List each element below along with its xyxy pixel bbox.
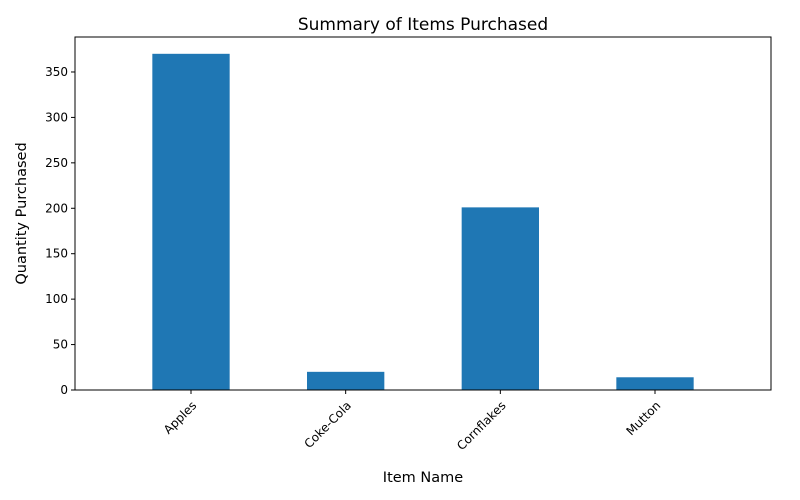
bar-apples bbox=[152, 53, 230, 391]
bars-group bbox=[152, 53, 694, 391]
y-tick-label: 300 bbox=[45, 110, 68, 124]
y-tick-label: 100 bbox=[45, 292, 68, 306]
bar-coke-cola bbox=[307, 371, 385, 390]
bar-cornflakes bbox=[461, 207, 539, 390]
y-tick-label: 200 bbox=[45, 201, 68, 215]
y-tick-label: 350 bbox=[45, 65, 68, 79]
x-axis-label: Item Name bbox=[383, 470, 463, 486]
y-tick-label: 150 bbox=[45, 247, 68, 261]
chart-title: Summary of Items Purchased bbox=[298, 15, 548, 35]
y-axis-label: Quantity Purchased bbox=[14, 142, 30, 284]
bar-mutton bbox=[616, 377, 694, 390]
y-tick-label: 0 bbox=[60, 383, 68, 397]
y-tick-label: 250 bbox=[45, 156, 68, 170]
plot-frame bbox=[74, 36, 772, 391]
y-axis-ticks: 0 50 100 150 200 250 300 350 bbox=[45, 65, 75, 397]
y-tick-label: 50 bbox=[53, 338, 68, 352]
